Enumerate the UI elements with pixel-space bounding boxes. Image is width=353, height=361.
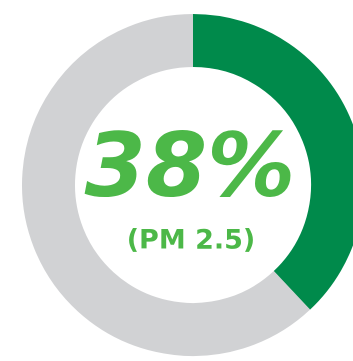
donut-segment — [192, 14, 353, 310]
value-label: 38% — [85, 114, 296, 217]
center-label: (PM 2.5) — [127, 225, 256, 256]
donut-segment — [22, 14, 311, 356]
donut — [22, 14, 353, 356]
